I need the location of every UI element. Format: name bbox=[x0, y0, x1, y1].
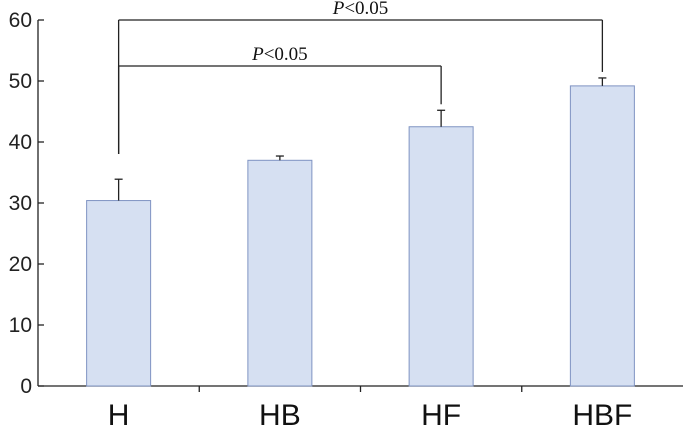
significance-label: P<0.05 bbox=[332, 0, 389, 19]
bar-hf bbox=[408, 126, 474, 387]
x-category-label: HB bbox=[259, 399, 301, 429]
y-tick-label: 40 bbox=[9, 131, 32, 154]
p-value: <0.05 bbox=[344, 0, 388, 19]
x-category-label: H bbox=[108, 399, 130, 429]
p-symbol: P bbox=[332, 0, 345, 19]
significance-label: P<0.05 bbox=[251, 44, 308, 65]
p-value: <0.05 bbox=[264, 44, 308, 65]
y-tick-label: 0 bbox=[20, 375, 32, 398]
x-category-label: HBF bbox=[572, 399, 632, 429]
x-category-label: HF bbox=[421, 399, 461, 429]
y-tick-label: 50 bbox=[9, 70, 32, 93]
bar-hbf bbox=[569, 85, 635, 387]
y-tick-label: 60 bbox=[9, 9, 32, 32]
bar-hb bbox=[247, 159, 313, 387]
y-tick-label: 30 bbox=[9, 192, 32, 215]
bar-h bbox=[86, 200, 152, 387]
y-tick-label: 20 bbox=[9, 253, 32, 276]
y-tick-label: 10 bbox=[9, 314, 32, 337]
p-symbol: P bbox=[251, 44, 264, 65]
